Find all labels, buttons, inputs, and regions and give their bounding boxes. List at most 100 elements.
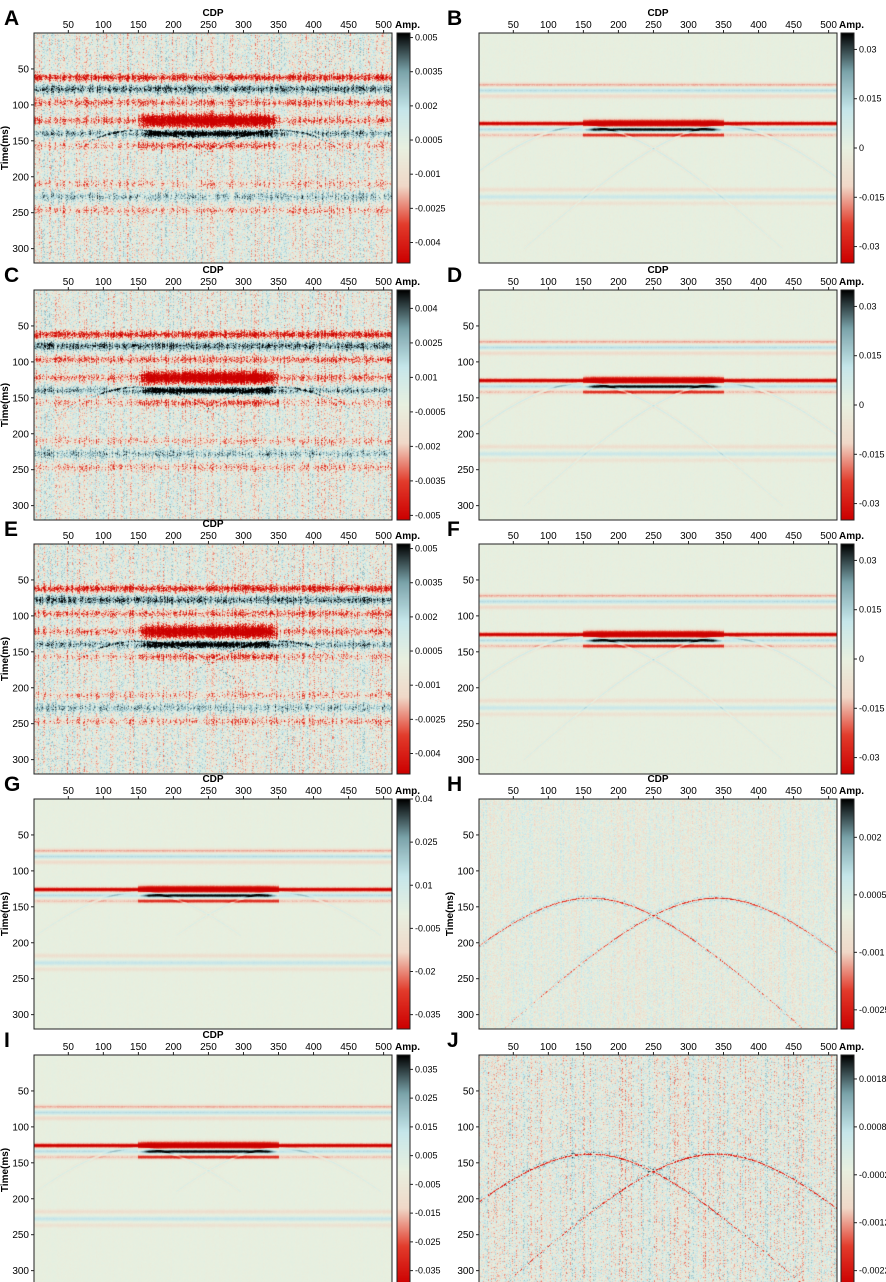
y-axis-title: Time(ms) xyxy=(0,126,11,170)
x-tick-label: 250 xyxy=(200,531,217,542)
y-tick-label: 250 xyxy=(12,1230,29,1241)
y-tick-label: 100 xyxy=(457,866,474,877)
y-tick-label: 300 xyxy=(457,1266,474,1277)
colorbar-tick-label: -0.001 xyxy=(415,169,441,179)
colorbar-tick-label: 0 xyxy=(859,143,864,153)
colorbar-tick-label: -0.002 xyxy=(415,441,441,451)
x-tick-label: 400 xyxy=(750,20,767,31)
x-tick-label: 300 xyxy=(680,277,697,288)
colorbar-tick-label: 0.015 xyxy=(859,605,882,615)
x-tick-label: 100 xyxy=(95,1042,112,1053)
colorbar-tick-label: 0 xyxy=(859,400,864,410)
panel-letter: E xyxy=(4,518,18,541)
panel-E: E xyxy=(4,518,18,541)
x-tick-label: 150 xyxy=(130,1042,147,1053)
colorbar-tick-label: -0.004 xyxy=(415,749,441,759)
x-tick-label: 450 xyxy=(340,1042,357,1053)
x-tick-label: 250 xyxy=(200,786,217,797)
x-tick-label: 300 xyxy=(235,531,252,542)
colorbar-B xyxy=(841,33,854,263)
colorbar-title: Amp. xyxy=(395,531,420,542)
x-tick-label: 200 xyxy=(610,531,627,542)
seismic-section-A xyxy=(34,33,392,263)
colorbar-frame xyxy=(840,1054,855,1282)
y-tick-label: 150 xyxy=(12,393,29,404)
x-tick-label: 300 xyxy=(235,20,252,31)
x-tick-label: 500 xyxy=(375,786,392,797)
plot-frame xyxy=(33,1054,393,1282)
x-tick-label: 400 xyxy=(750,786,767,797)
colorbar-tick-label: -0.02 xyxy=(415,967,436,977)
x-tick-label: 350 xyxy=(270,20,287,31)
y-tick-label: 250 xyxy=(12,208,29,219)
plot-frame xyxy=(478,543,838,775)
y-tick-label: 150 xyxy=(12,136,29,147)
x-tick-label: 350 xyxy=(715,531,732,542)
colorbar-tick-label: 0.005 xyxy=(415,33,438,43)
colorbar-tick-label: 0.035 xyxy=(415,1064,438,1074)
x-tick-label: 250 xyxy=(645,277,662,288)
x-axis-title: CDP xyxy=(647,774,668,785)
colorbar-title: Amp. xyxy=(839,20,864,31)
x-tick-label: 500 xyxy=(820,20,837,31)
plot-frame xyxy=(33,543,393,775)
y-tick-label: 200 xyxy=(12,429,29,440)
y-axis-title: Time(ms) xyxy=(0,1148,11,1192)
seismic-section-D xyxy=(479,290,837,520)
x-tick-label: 450 xyxy=(340,531,357,542)
y-tick-label: 200 xyxy=(12,938,29,949)
y-tick-label: 100 xyxy=(12,866,29,877)
colorbar-tick-label: -0.03 xyxy=(859,753,880,763)
x-tick-label: 100 xyxy=(540,20,557,31)
x-tick-label: 250 xyxy=(645,1042,662,1053)
x-tick-label: 500 xyxy=(375,531,392,542)
colorbar-F xyxy=(841,544,854,774)
y-axis-title: Time(ms) xyxy=(0,383,11,427)
x-tick-label: 50 xyxy=(508,1042,520,1053)
x-axis-title: CDP xyxy=(202,774,223,785)
colorbar-tick-label: 0.0025 xyxy=(415,338,443,348)
x-tick-label: 200 xyxy=(165,786,182,797)
x-tick-label: 50 xyxy=(508,531,520,542)
y-tick-label: 300 xyxy=(457,755,474,766)
y-tick-label: 150 xyxy=(457,902,474,913)
seismic-section-J xyxy=(479,1055,837,1282)
y-tick-label: 100 xyxy=(12,100,29,111)
x-tick-label: 200 xyxy=(610,1042,627,1053)
colorbar-tick-label: 0.015 xyxy=(415,1122,438,1132)
y-tick-label: 50 xyxy=(463,575,475,586)
seismic-section-I xyxy=(34,1055,392,1282)
y-tick-label: 300 xyxy=(12,501,29,512)
y-tick-label: 50 xyxy=(18,830,30,841)
x-tick-label: 200 xyxy=(165,1042,182,1053)
y-tick-label: 100 xyxy=(457,1122,474,1133)
x-tick-label: 300 xyxy=(235,277,252,288)
seismic-section-C xyxy=(34,290,392,520)
panel-letter: G xyxy=(4,773,20,796)
colorbar-tick-label: 0.03 xyxy=(859,301,877,311)
colorbar-title: Amp. xyxy=(395,1042,420,1053)
y-tick-label: 150 xyxy=(12,647,29,658)
x-axis-title: CDP xyxy=(202,8,223,19)
panel-I: I xyxy=(4,1029,10,1052)
panel-J: J xyxy=(447,1029,459,1052)
x-tick-label: 100 xyxy=(95,20,112,31)
colorbar-tick-label: 0.002 xyxy=(415,101,438,111)
y-tick-label: 50 xyxy=(18,64,30,75)
colorbar-C xyxy=(397,290,410,520)
x-tick-label: 350 xyxy=(270,1042,287,1053)
colorbar-tick-label: -0.0022 xyxy=(859,1266,886,1276)
colorbar-frame xyxy=(396,289,411,521)
x-tick-label: 250 xyxy=(645,531,662,542)
y-tick-label: 200 xyxy=(12,172,29,183)
x-tick-label: 150 xyxy=(575,531,592,542)
panel-letter: C xyxy=(4,264,19,287)
plot-frame xyxy=(33,798,393,1030)
colorbar-tick-label: -0.0005 xyxy=(415,407,446,417)
colorbar-tick-label: -0.03 xyxy=(859,242,880,252)
panel-H: H xyxy=(447,773,462,796)
x-tick-label: 400 xyxy=(305,531,322,542)
x-tick-label: 500 xyxy=(820,277,837,288)
x-tick-label: 200 xyxy=(610,20,627,31)
